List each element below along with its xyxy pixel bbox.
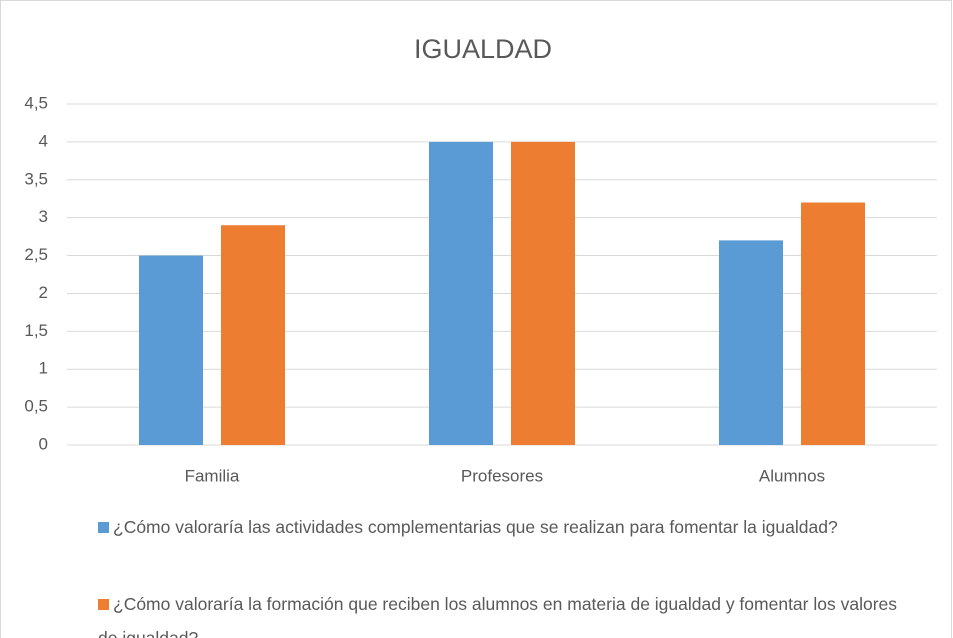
legend-label: ¿Cómo valoraría la formación que reciben…	[98, 594, 898, 638]
legend-entry: ¿Cómo valoraría las actividades compleme…	[98, 510, 918, 544]
chart-title: IGUALDAD	[414, 34, 552, 64]
y-tick-label: 4,5	[24, 93, 48, 112]
y-tick-label: 0	[39, 434, 48, 453]
y-tick-label: 1	[39, 359, 48, 378]
y-tick-label: 2	[39, 283, 48, 302]
x-tick-label: Familia	[185, 466, 240, 485]
bar	[719, 240, 783, 445]
x-tick-label: Profesores	[461, 466, 543, 485]
y-tick-label: 1,5	[24, 321, 48, 340]
y-tick-label: 0,5	[24, 397, 48, 416]
legend-label: ¿Cómo valoraría las actividades compleme…	[113, 517, 838, 537]
y-tick-label: 4	[39, 131, 48, 150]
legend-swatch	[98, 522, 109, 533]
bar	[139, 255, 203, 445]
legend-entry: ¿Cómo valoraría la formación que reciben…	[98, 587, 918, 638]
legend-swatch	[98, 599, 109, 610]
y-tick-label: 3,5	[24, 169, 48, 188]
bar	[511, 141, 575, 445]
bar	[221, 225, 285, 445]
bar	[429, 141, 493, 445]
x-tick-label: Alumnos	[759, 466, 825, 485]
bar	[801, 202, 865, 445]
y-tick-label: 3	[39, 207, 48, 226]
y-tick-label: 2,5	[24, 245, 48, 264]
